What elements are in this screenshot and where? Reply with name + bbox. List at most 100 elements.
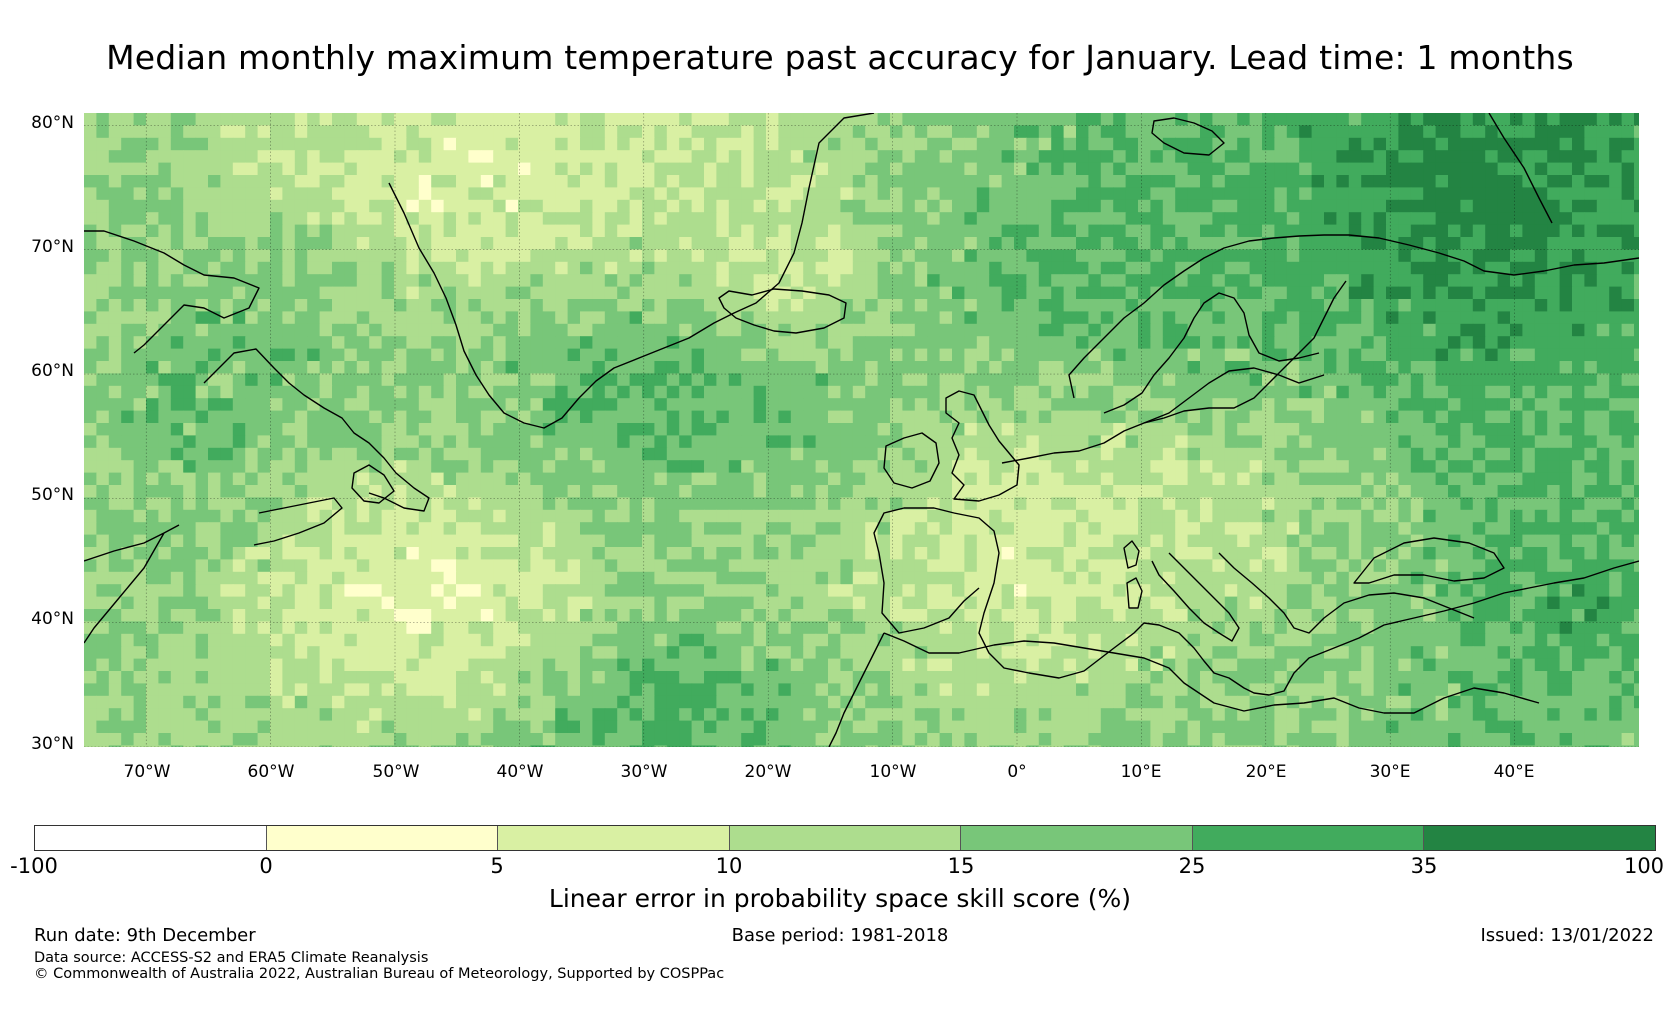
skill-cell xyxy=(1497,410,1511,424)
skill-cell xyxy=(1472,299,1486,312)
skill-cell xyxy=(443,522,457,536)
skill-cell xyxy=(964,435,978,449)
skill-cell xyxy=(555,113,569,126)
skill-cell xyxy=(294,137,308,151)
skill-cell xyxy=(1497,348,1511,362)
skill-cell xyxy=(1088,571,1102,585)
skill-cell xyxy=(108,249,122,263)
skill-cell xyxy=(790,485,804,498)
skill-cell xyxy=(493,323,507,337)
skill-cell xyxy=(1609,175,1623,188)
skill-cell xyxy=(902,199,916,213)
skill-cell xyxy=(1435,522,1449,536)
skill-cell xyxy=(1088,187,1102,201)
skill-cell xyxy=(319,596,333,610)
skill-cell xyxy=(344,286,358,300)
skill-cell xyxy=(890,212,903,226)
skill-cell xyxy=(1076,348,1089,362)
skill-cell xyxy=(1609,547,1623,560)
skill-cell xyxy=(914,485,928,498)
skill-cell xyxy=(790,113,804,126)
skill-cell xyxy=(592,584,606,598)
skill-cell xyxy=(1510,187,1523,201)
skill-cell xyxy=(1200,150,1213,164)
skill-cell xyxy=(1237,522,1251,536)
skill-cell xyxy=(666,571,680,585)
skill-cell xyxy=(1026,509,1040,523)
skill-cell xyxy=(790,584,804,598)
skill-cell xyxy=(480,584,494,598)
skill-cell xyxy=(1100,299,1114,312)
skill-cell xyxy=(840,373,854,387)
skill-cell xyxy=(1299,212,1313,226)
skill-cell xyxy=(790,336,804,350)
skill-cell xyxy=(530,162,544,176)
skill-cell xyxy=(456,175,469,188)
skill-cell xyxy=(1547,261,1561,275)
skill-cell xyxy=(1262,249,1275,263)
skill-cell xyxy=(617,175,631,188)
skill-cell xyxy=(828,212,841,226)
skill-cell xyxy=(629,299,643,312)
skill-cell xyxy=(741,385,755,399)
skill-cell xyxy=(1621,373,1635,387)
skill-cell xyxy=(1063,162,1077,176)
skill-cell xyxy=(493,472,507,486)
skill-cell xyxy=(1014,348,1027,362)
skill-cell xyxy=(1497,299,1511,312)
skill-cell xyxy=(505,261,519,275)
skill-cell xyxy=(1076,410,1089,424)
map-canvas[interactable] xyxy=(84,113,1639,747)
skill-cell xyxy=(728,547,742,560)
skill-cell xyxy=(1386,423,1399,436)
skill-cell xyxy=(480,299,494,312)
skill-cell xyxy=(170,559,184,573)
skill-cell xyxy=(1410,336,1424,350)
skill-cell xyxy=(1026,584,1040,598)
skill-cell xyxy=(220,547,234,560)
skill-cell xyxy=(1311,299,1325,312)
skill-cell xyxy=(914,261,928,275)
skill-cell xyxy=(629,224,643,238)
skill-cell xyxy=(778,125,792,139)
skill-cell xyxy=(1386,497,1399,511)
skill-cell xyxy=(108,571,122,585)
skill-cell xyxy=(865,398,879,412)
skill-cell xyxy=(1311,175,1325,188)
skill-cell xyxy=(332,187,345,201)
skill-cell xyxy=(344,534,358,548)
skill-score-map[interactable] xyxy=(84,113,1639,747)
skill-cell xyxy=(456,435,469,449)
skill-cell xyxy=(332,373,345,387)
skill-cell xyxy=(1262,385,1275,399)
skill-cell xyxy=(356,423,370,436)
skill-cell xyxy=(666,361,680,374)
skill-cell xyxy=(1596,410,1610,424)
skill-cell xyxy=(245,125,259,139)
skill-cell xyxy=(939,423,953,436)
skill-cell xyxy=(567,348,581,362)
skill-cell xyxy=(815,113,829,126)
skill-cell xyxy=(1125,497,1139,511)
skill-cell xyxy=(741,435,755,449)
skill-cell xyxy=(518,559,531,573)
skill-cell xyxy=(1063,559,1077,573)
skill-cell xyxy=(604,410,618,424)
skill-cell xyxy=(828,323,841,337)
skill-cell xyxy=(1274,547,1288,560)
skill-cell xyxy=(468,509,482,523)
skill-cell xyxy=(1088,423,1102,436)
skill-cell xyxy=(282,435,296,449)
skill-cell xyxy=(369,199,383,213)
skill-cell xyxy=(691,249,705,263)
skill-cell xyxy=(1534,361,1548,374)
skill-cell xyxy=(456,472,469,486)
skill-cell xyxy=(1088,125,1102,139)
skill-cell xyxy=(1485,584,1499,598)
skill-cell xyxy=(914,385,928,399)
skill-cell xyxy=(121,274,135,288)
skill-cell xyxy=(555,596,569,610)
skill-cell xyxy=(468,361,482,374)
skill-cell xyxy=(480,199,494,213)
skill-cell xyxy=(1063,447,1077,461)
